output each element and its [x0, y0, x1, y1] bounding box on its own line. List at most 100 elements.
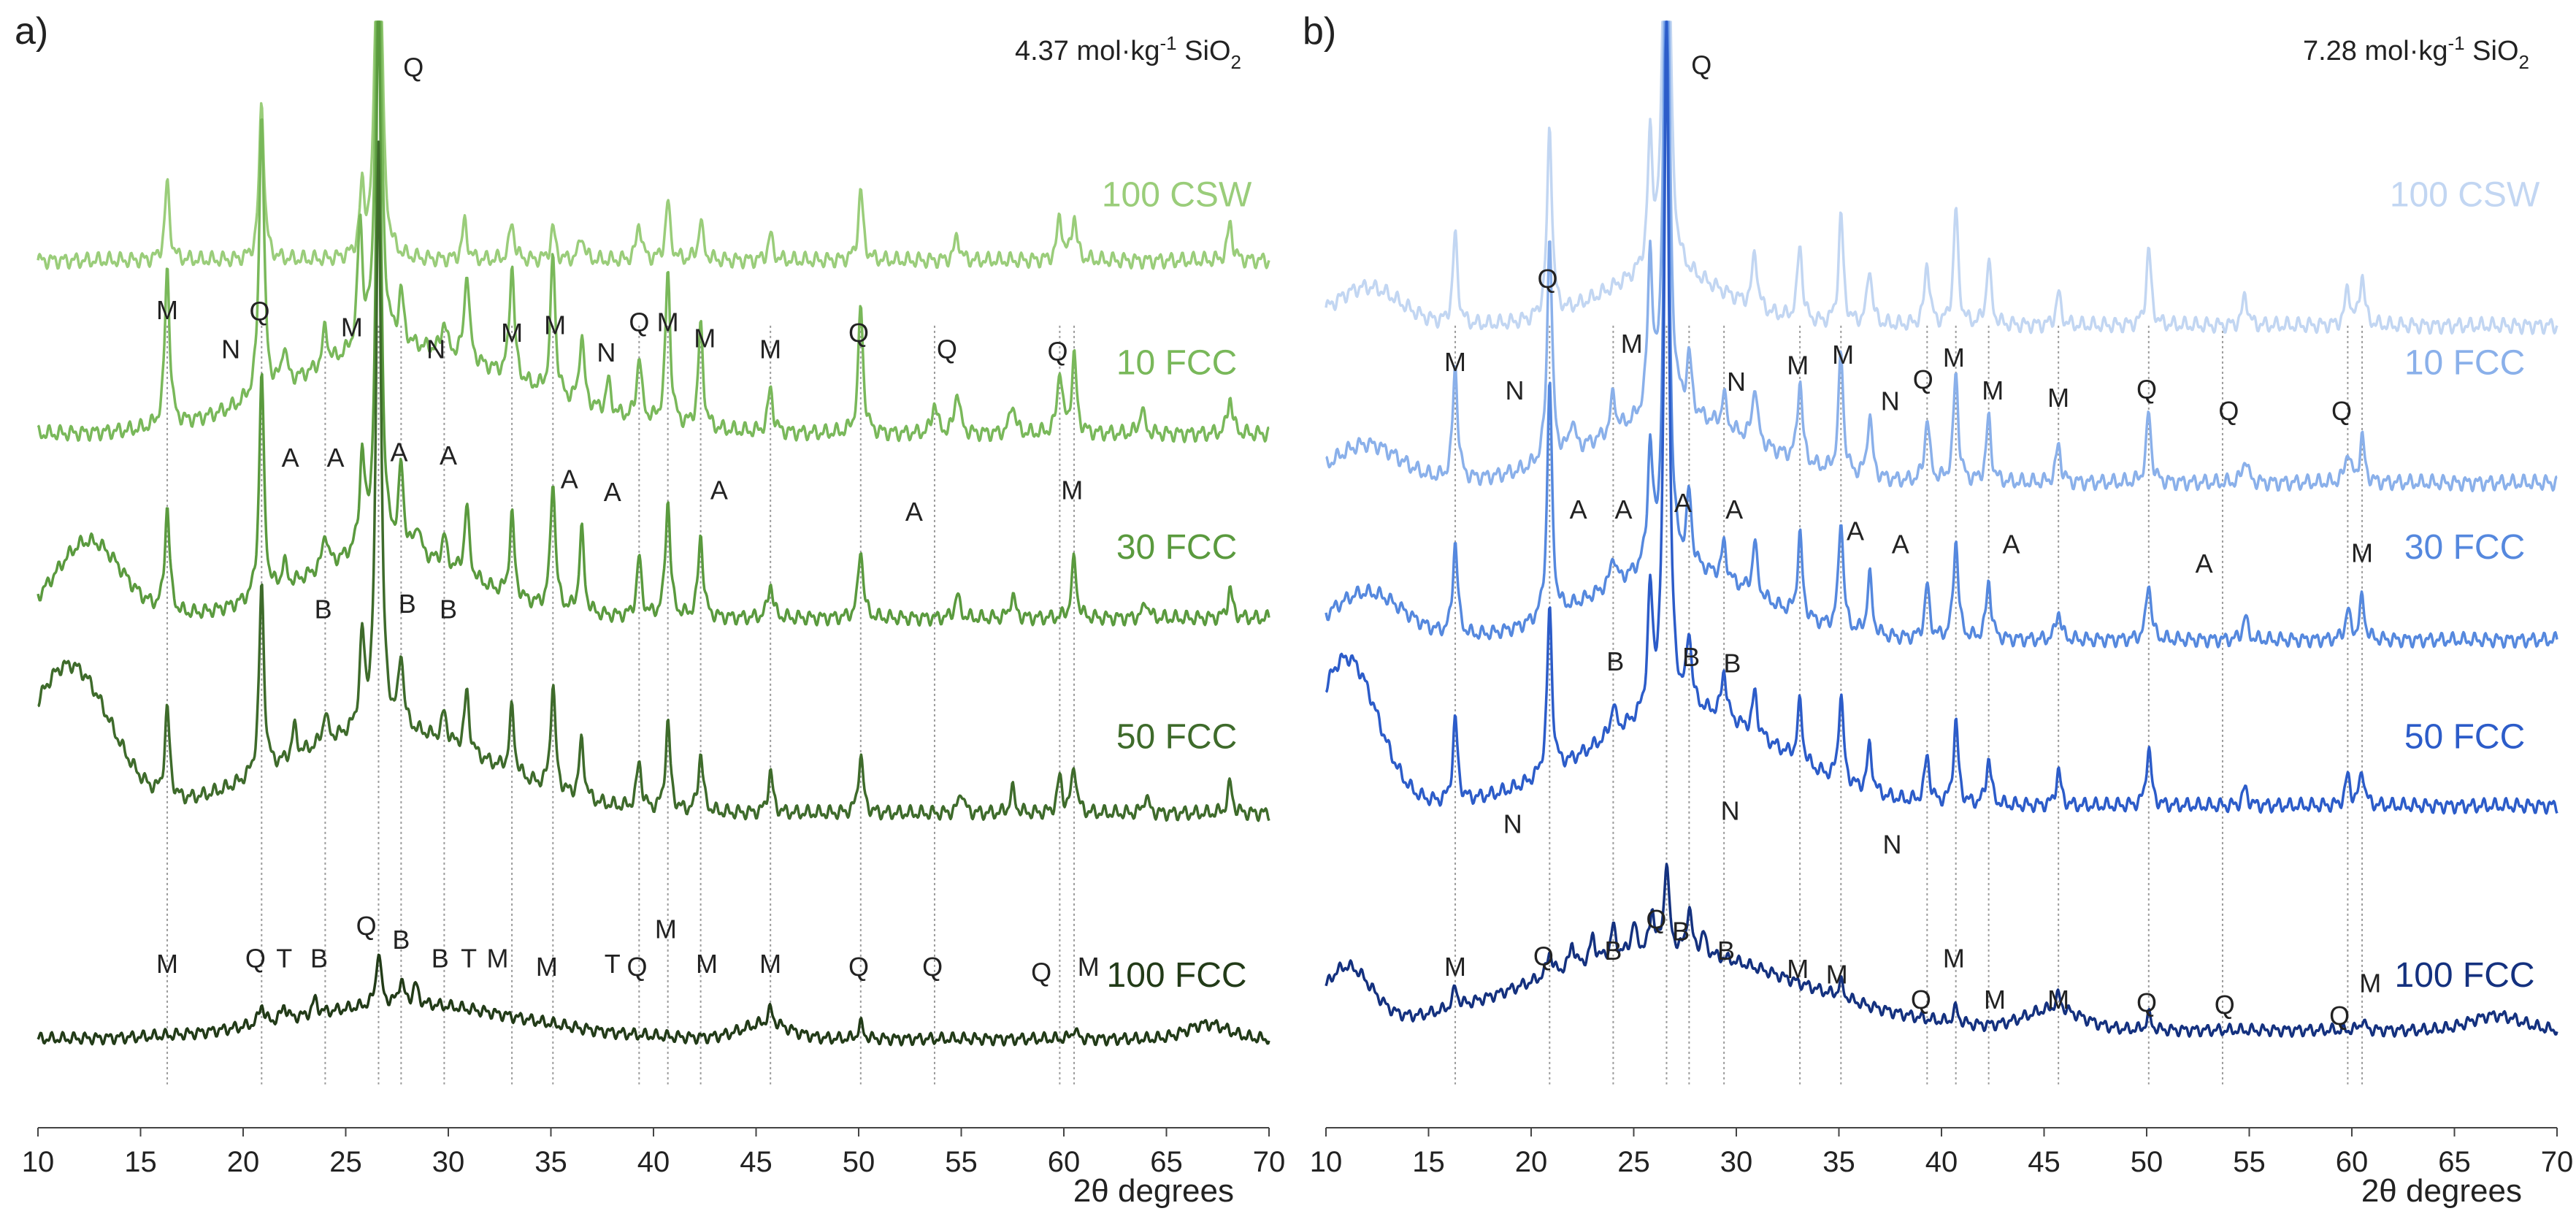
- peak-annotation: N: [1727, 367, 1746, 397]
- series-label: 30 FCC: [1116, 528, 1237, 567]
- peak-annotation: A: [440, 440, 457, 470]
- peak-annotation: M: [156, 295, 178, 325]
- peak-annotation: M: [1943, 343, 1965, 373]
- series-label: 100 FCC: [2395, 956, 2535, 995]
- peak-annotation: A: [2196, 549, 2213, 578]
- peak-annotation: N: [1883, 830, 1902, 860]
- peak-annotation: A: [1892, 529, 1909, 559]
- peak-annotation: M: [1826, 960, 1848, 990]
- x-tick-label: 25: [329, 1146, 362, 1178]
- series-line-10-fcc: [37, 20, 1270, 443]
- peak-annotation: B: [1723, 649, 1741, 679]
- peak-annotation: M: [657, 307, 679, 337]
- peak-annotation: B: [1606, 646, 1624, 676]
- xrd-chart-b: b) 7.28 mol·kg-1 SiO2 100 CSW 10 FCC 30 FCC 5…: [1303, 10, 2573, 1209]
- peak-annotation: Q: [1911, 985, 1931, 1015]
- series-line-30-fcc: [37, 20, 1270, 627]
- peak-annotation: M: [655, 914, 677, 944]
- peak-annotation: Q: [629, 307, 649, 337]
- peak-annotation: Q: [1533, 941, 1554, 971]
- peak-annotation: B: [440, 595, 457, 624]
- peak-annotation: M: [1982, 375, 2004, 405]
- series-label: 100 CSW: [2390, 176, 2540, 215]
- peak-annotation: Q: [2215, 990, 2235, 1020]
- peak-annotation: M: [544, 310, 566, 340]
- peak-annotation: Q: [249, 296, 269, 326]
- xrd-panel-b: b) 7.28 mol·kg-1 SiO2 100 CSW 10 FCC 30 FCC 5…: [1288, 0, 2576, 1230]
- peak-annotation: N: [1503, 809, 1522, 839]
- peak-annotation: Q: [1048, 336, 1068, 366]
- peak-annotation: M: [501, 318, 523, 348]
- peak-annotation: Q: [1913, 364, 1933, 394]
- peak-annotation: M: [1787, 954, 1809, 984]
- peak-annotation: Q: [356, 911, 377, 941]
- series-label: 30 FCC: [2404, 528, 2525, 567]
- x-axis-label: 2θ degrees: [2361, 1173, 2522, 1209]
- peak-annotation: T: [605, 949, 621, 979]
- x-tick-label: 15: [124, 1146, 157, 1178]
- peak-annotation: M: [696, 949, 718, 979]
- peak-annotation: B: [1717, 936, 1735, 966]
- series-line-30-fcc: [1325, 20, 2558, 649]
- peak-annotation: M: [1621, 329, 1643, 359]
- peak-annotation: M: [2047, 383, 2069, 413]
- peak-annotation: Q: [937, 334, 957, 364]
- series-label: 100 FCC: [1107, 956, 1247, 995]
- peak-annotation: Q: [245, 943, 266, 973]
- x-axis-label: 2θ degrees: [1073, 1173, 1234, 1209]
- peak-annotation: B: [315, 595, 332, 624]
- peak-annotation: Q: [2136, 988, 2157, 1017]
- panel-label: b): [1303, 10, 1336, 53]
- x-tick-label: 20: [227, 1146, 260, 1178]
- peak-annotation: Q: [627, 952, 648, 982]
- series-line-100-csw: [1325, 20, 2558, 335]
- x-tick-label: 40: [1925, 1146, 1958, 1178]
- peak-annotation: M: [759, 334, 781, 364]
- series-label: 50 FCC: [2404, 718, 2525, 757]
- x-tick-label: 60: [1048, 1146, 1081, 1178]
- x-tick-label: 45: [2028, 1146, 2061, 1178]
- peak-annotation: M: [2351, 538, 2373, 568]
- concentration-label: 7.28 mol·kg-1 SiO2: [2303, 32, 2529, 73]
- series-line-100-csw: [37, 20, 1270, 270]
- peak-annotation: M: [1078, 952, 1100, 982]
- peak-annotation: M: [2359, 969, 2381, 998]
- peak-annotation: B: [392, 925, 410, 955]
- peak-annotation: N: [1881, 386, 1900, 416]
- peak-annotation: B: [1604, 936, 1622, 966]
- peak-annotation: B: [1682, 642, 1700, 672]
- peak-annotation: M: [156, 949, 178, 979]
- peak-annotation: Q: [848, 318, 869, 348]
- x-tick-label: 50: [843, 1146, 875, 1178]
- peak-annotation: M: [1787, 351, 1809, 381]
- peak-annotation: M: [536, 952, 558, 982]
- series-label: 10 FCC: [2404, 344, 2525, 383]
- peak-annotation: Q: [403, 53, 423, 83]
- peak-annotation: Q: [2218, 396, 2239, 426]
- x-tick-label: 45: [740, 1146, 773, 1178]
- x-tick-label: 15: [1412, 1146, 1445, 1178]
- peak-annotation: T: [276, 943, 292, 973]
- peak-annotation: A: [1847, 516, 1864, 546]
- x-tick-label: 55: [945, 1146, 978, 1178]
- concentration-label: 4.37 mol·kg-1 SiO2: [1015, 32, 1241, 73]
- peak-annotation: B: [310, 943, 328, 973]
- peak-annotation: A: [1725, 494, 1743, 524]
- series-label: 50 FCC: [1116, 718, 1237, 757]
- peak-annotation: A: [1570, 494, 1587, 524]
- x-tick-label: 65: [1150, 1146, 1183, 1178]
- peak-annotation: B: [432, 943, 449, 973]
- x-tick-label: 40: [637, 1146, 670, 1178]
- x-tick-label: 35: [1822, 1146, 1855, 1178]
- peak-annotation: N: [426, 334, 445, 364]
- peak-annotation: N: [1506, 375, 1525, 405]
- peak-annotation: A: [905, 497, 923, 527]
- x-tick-label: 50: [2131, 1146, 2163, 1178]
- peak-annotation: M: [694, 324, 716, 354]
- peak-annotation: Q: [1031, 958, 1051, 988]
- peak-annotation: Q: [1691, 50, 1711, 80]
- peak-annotation: M: [341, 313, 363, 343]
- peak-annotation: M: [1444, 347, 1466, 377]
- peak-annotation: M: [1061, 475, 1083, 505]
- x-tick-label: 20: [1515, 1146, 1548, 1178]
